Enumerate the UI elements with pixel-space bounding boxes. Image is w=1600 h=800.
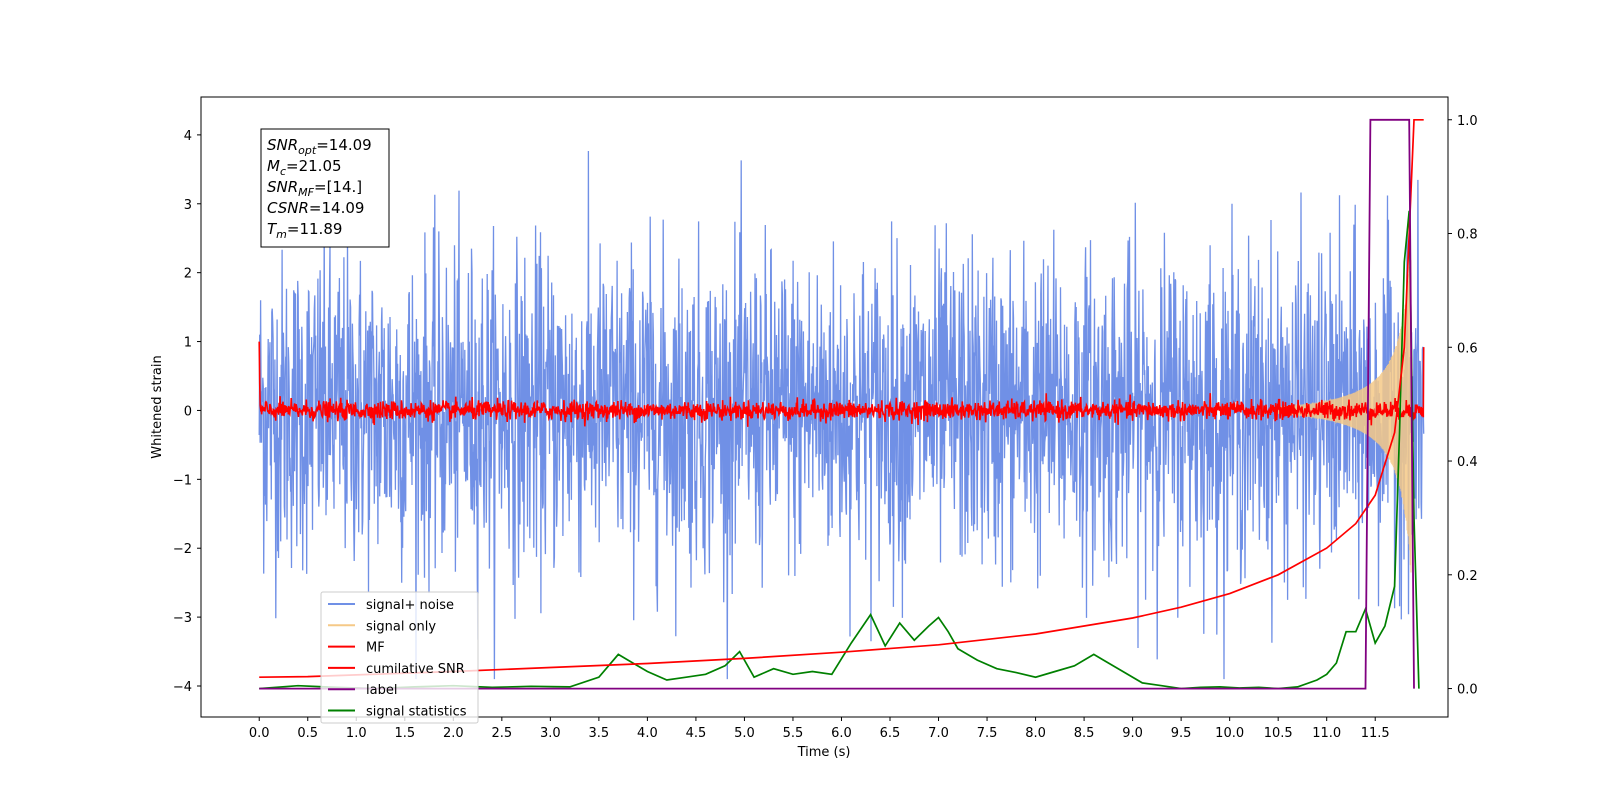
x-tick-label-22: 11.0	[1312, 726, 1341, 741]
x-tick-label-17: 8.5	[1074, 726, 1095, 741]
legend-label-1: signal only	[366, 619, 436, 634]
series-cumulative-snr	[259, 118, 1424, 679]
x-tick-label-15: 7.5	[977, 726, 998, 741]
series-signal-only	[1277, 259, 1412, 573]
series-label	[259, 118, 1415, 690]
x-tick-label-3: 1.5	[394, 726, 415, 741]
y2-axis: 1.0 0.8 0.6 0.4 0.2 0.0	[1448, 114, 1478, 698]
y2-tick-label-0: 1.0	[1457, 114, 1478, 129]
y-tick-label-2: 2	[184, 267, 192, 282]
y2-tick-label-2: 0.6	[1457, 341, 1478, 356]
x-tick-label-11: 5.5	[783, 726, 804, 741]
x-tick-label-10: 5.0	[734, 726, 755, 741]
x-tick-label-2: 1.0	[346, 726, 367, 741]
x-tick-label-8: 4.0	[637, 726, 658, 741]
x-tick-label-23: 11.5	[1361, 726, 1390, 741]
x-tick-label-1: 0.5	[297, 726, 318, 741]
y-axis-label: Whitened strain	[150, 355, 165, 458]
y-tick-label-7: −3	[173, 611, 192, 626]
x-tick-label-6: 3.0	[540, 726, 561, 741]
y2-tick-label-1: 0.8	[1457, 228, 1478, 243]
legend-label-5: signal statistics	[366, 705, 467, 720]
annotation-line-0: SNRopt=14.09	[267, 136, 372, 157]
y-tick-label-8: −4	[173, 680, 192, 695]
legend: signal+ noise signal only MF cumilative SNR…	[320, 591, 479, 724]
y-tick-label-1: 3	[184, 198, 192, 213]
legend-label-0: signal+ noise	[366, 598, 454, 613]
annotation-line-3: CSNR=14.09	[267, 199, 364, 217]
y-tick-label-3: 1	[184, 336, 192, 351]
legend-label-3: cumilative SNR	[366, 662, 465, 677]
y-tick-label-4: 0	[184, 404, 192, 419]
legend-label-4: label	[366, 683, 397, 698]
x-axis-label: Time (s)	[797, 745, 851, 760]
x-tick-label-14: 7.0	[928, 726, 949, 741]
y-tick-label-0: 4	[184, 129, 192, 144]
x-tick-label-5: 2.5	[491, 726, 512, 741]
series-signal-statistics	[259, 210, 1420, 690]
y2-tick-label-5: 0.0	[1457, 683, 1478, 698]
x-tick-label-0: 0.0	[249, 726, 270, 741]
x-tick-label-9: 4.5	[686, 726, 707, 741]
x-tick-label-20: 10.0	[1215, 726, 1244, 741]
x-tick-label-19: 9.5	[1171, 726, 1192, 741]
x-tick-label-18: 9.0	[1122, 726, 1143, 741]
series-mf	[258, 341, 1425, 427]
axes-frame	[200, 96, 1449, 718]
legend-frame	[320, 591, 479, 724]
annotation-line-2: SNRMF=[14.]	[267, 178, 362, 199]
annotation-line-1: Mc=21.05	[267, 157, 342, 178]
x-tick-label-7: 3.5	[589, 726, 610, 741]
x-tick-label-4: 2.0	[443, 726, 464, 741]
plot-area	[258, 118, 1425, 690]
annotation-line-4: Tm=11.89	[267, 220, 342, 241]
x-tick-label-12: 6.0	[831, 726, 852, 741]
y-tick-label-6: −2	[173, 542, 192, 557]
x-tick-label-21: 10.5	[1264, 726, 1293, 741]
annotation-box: SNRopt=14.09Mc=21.05SNRMF=[14.]CSNR=14.0…	[260, 128, 390, 248]
series-signal-noise	[258, 150, 1425, 680]
annotation-frame	[260, 128, 390, 248]
y2-tick-label-3: 0.4	[1457, 455, 1478, 470]
y-axis: 4 3 2 1 0 −1 −2 −3 −4	[173, 129, 201, 695]
x-tick-label-13: 6.5	[880, 726, 901, 741]
x-tick-label-16: 8.0	[1025, 726, 1046, 741]
y2-tick-label-4: 0.2	[1457, 569, 1478, 584]
legend-label-2: MF	[366, 641, 385, 656]
x-axis: 0.0 0.5 1.0 1.5 2.0 2.5 3.0 3.5 4.0 4.5 5.0 5.5 6.0 6…	[249, 717, 1390, 741]
y-tick-label-5: −1	[173, 473, 192, 488]
